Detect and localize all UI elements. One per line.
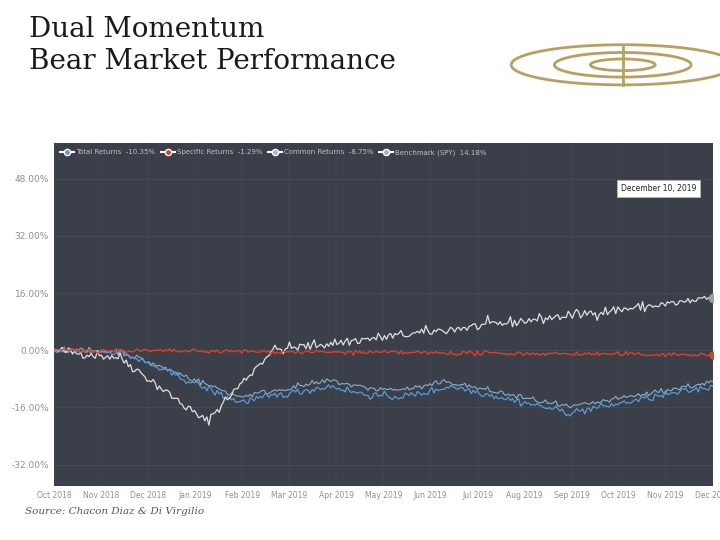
Text: Source: Chacon Diaz & Di Virgilio: Source: Chacon Diaz & Di Virgilio [25, 508, 204, 516]
Legend: Total Returns  -10.35%, Specific Returns  -1.29%, Common Returns  -8.75%, Benchm: Total Returns -10.35%, Specific Returns … [58, 146, 489, 159]
Text: December 10, 2019: December 10, 2019 [621, 184, 696, 193]
Point [707, 350, 719, 359]
Point [707, 294, 719, 302]
Text: Dual Momentum
Bear Market Performance: Dual Momentum Bear Market Performance [29, 16, 396, 75]
